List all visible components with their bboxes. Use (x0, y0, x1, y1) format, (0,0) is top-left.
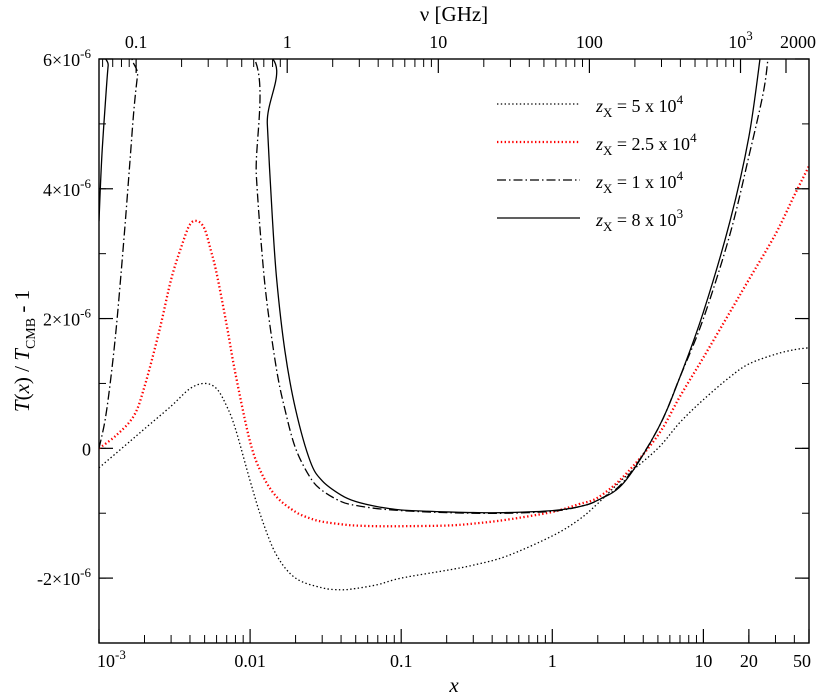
tick-labels: 10-3 0.01 0.1 1 10 20 500.1 1 10 100 103 20006×10-6… (37, 28, 816, 671)
y-tick-label-base: 2×10 (43, 310, 80, 330)
legend-label-2: zX = 1 x 104 (595, 168, 684, 196)
legend-text: = 5 x 10 (612, 96, 676, 116)
legend-text: = 1 x 10 (612, 172, 676, 192)
x2-tick-label: 100 (576, 32, 603, 52)
legend-sym: z (595, 172, 603, 192)
series-line-3 (99, 59, 761, 514)
legend-sup: 3 (677, 206, 684, 221)
legend-sym: z (595, 134, 603, 154)
y-tick-label: -2×10-6 (37, 565, 91, 589)
legend-sub: X (603, 219, 613, 234)
y-axis-title-t: T (10, 399, 34, 412)
x2-tick-label-base: 10 (728, 32, 746, 52)
y-tick-label: 4×10-6 (43, 176, 91, 200)
series-line-0 (99, 347, 809, 591)
y-tick-label: 0 (82, 439, 91, 459)
y-tick-label-exp: -6 (80, 565, 91, 580)
series-line-1 (99, 165, 809, 528)
x-tick-label: 20 (740, 651, 758, 671)
x2-tick-label: 2000 (780, 32, 816, 52)
x-tick-label-base: 10 (97, 651, 115, 671)
legend-sub: X (603, 143, 613, 158)
x-tick-label: 0.1 (390, 651, 413, 671)
legend-label-1: zX = 2.5 x 104 (595, 130, 697, 158)
x2-tick-label-exp: 3 (746, 28, 753, 43)
y-axis-title-tail: - 1 (10, 290, 34, 318)
y-axis-title-tcmb: T (10, 348, 34, 361)
y-axis-title-sub: CMB (24, 318, 39, 349)
x-tick-label-exp: -3 (115, 647, 126, 662)
legend-sup: 4 (677, 92, 684, 107)
y-tick-label-base: 6×10 (43, 50, 80, 70)
legend-text: = 8 x 10 (612, 210, 676, 230)
x-tick-label: 10 (694, 651, 712, 671)
x-tick-label: 1 (548, 651, 557, 671)
legend-text: = 2.5 x 10 (612, 134, 690, 154)
y-axis-title-x: ( (10, 393, 34, 400)
data-series (99, 59, 809, 591)
y-tick-label-exp: -6 (80, 46, 91, 61)
x2-tick-label: 1 (283, 32, 292, 52)
legend-sym: z (595, 210, 603, 230)
y-axis-title: T(x) / TCMB - 1 (10, 290, 39, 412)
y-tick-label: 6×10-6 (43, 46, 91, 70)
y-axis-title-xvar: x (10, 383, 34, 394)
x-tick-label: 50 (793, 651, 811, 671)
legend-label-0: zX = 5 x 104 (595, 92, 684, 120)
x-tick-label: 0.01 (234, 651, 266, 671)
x2-tick-label: 0.1 (125, 32, 148, 52)
x-axis-title: x (448, 673, 459, 695)
legend-label-3: zX = 8 x 103 (595, 206, 683, 234)
x2-tick-label: 103 (728, 28, 753, 52)
y-axis-title-sep: ) / (10, 361, 34, 384)
x2-tick-label: 10 (429, 32, 447, 52)
legend-sup: 4 (677, 168, 684, 183)
x-tick-label: 10-3 (97, 647, 126, 671)
legend-sub: X (603, 105, 613, 120)
y-tick-label-base: 4×10 (43, 180, 80, 200)
axis-ticks (98, 58, 810, 644)
legend-sub: X (603, 181, 613, 196)
y-tick-label: 2×10-6 (43, 306, 91, 330)
x2-axis-title: ν [GHz] (420, 2, 488, 26)
legend-sym: z (595, 96, 603, 116)
y-tick-label-base: -2×10 (37, 569, 80, 589)
y-tick-label-exp: -6 (80, 176, 91, 191)
y-tick-label-exp: -6 (80, 306, 91, 321)
legend-sup: 4 (690, 130, 697, 145)
plot-frame (98, 58, 810, 644)
